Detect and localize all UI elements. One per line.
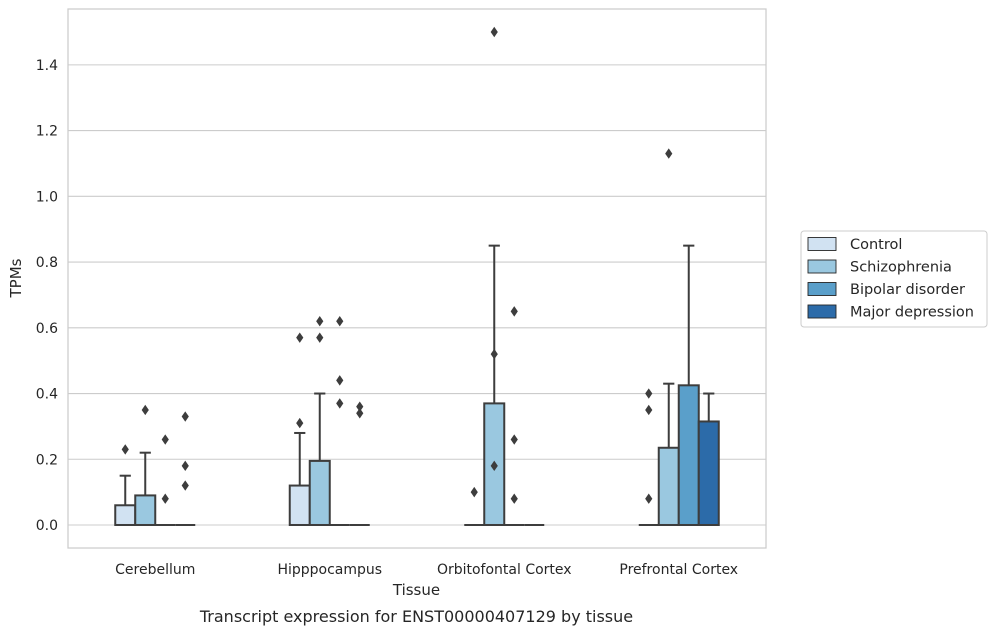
outlier-point [161,434,169,445]
outlier-point [665,148,673,159]
outlier-point [336,375,344,386]
outlier-point [336,398,344,409]
outlier-point [510,434,518,445]
box [308,459,331,526]
box [134,494,157,526]
outlier-point [296,417,304,429]
outlier-point [490,460,498,472]
outlier-point [356,401,364,412]
chart-caption: Transcript expression for ENST0000040712… [199,607,633,626]
outlier-point [316,332,324,343]
outlier-point [645,493,653,504]
box [677,384,700,526]
x-axis-title: Tissue [392,581,440,599]
y-tick-label: 0.8 [36,255,58,271]
outlier-point [316,316,324,327]
box-plot-layer [114,26,720,526]
legend-swatch [807,237,837,251]
x-tick-labels: Cerebellum Hipppocampus Orbitofontal Corte… [115,562,738,578]
outlier-point [181,480,189,491]
y-axis-title: TPMs [7,258,25,298]
legend-swatch [807,259,837,274]
box [114,504,137,526]
outlier-point [181,411,189,422]
y-tick-label: 0.4 [36,387,58,403]
y-tick-label: 1.4 [36,58,58,74]
legend-label: Major depression [850,305,974,321]
legend-label: Bipolar disorder [850,282,965,298]
grid-lines [68,64,766,526]
box [697,420,720,526]
y-tick-labels: 0.0 0.2 0.4 0.6 0.8 1.0 1.2 1.4 [36,58,58,534]
box [288,484,311,526]
legend-swatch [807,304,837,319]
plot-frame [67,8,767,549]
outlier-point [490,26,498,38]
y-tick-label: 0.2 [36,452,58,468]
legend-label: Control [850,237,902,253]
y-tick-label: 1.0 [36,189,58,205]
x-tick-label: Orbitofontal Cortex [437,562,572,578]
legend-swatch [807,282,837,296]
y-tick-label: 0.0 [36,518,58,534]
outlier-point [645,388,653,399]
outlier-point [510,306,518,317]
outlier-point [356,408,364,419]
outlier-point [490,348,498,360]
box [657,446,680,526]
outlier-point [161,493,169,504]
y-tick-label: 0.6 [36,321,58,337]
outlier-point [181,460,189,472]
x-tick-label: Cerebellum [115,562,195,578]
outlier-point [470,486,478,498]
outlier-point [336,316,344,327]
outlier-point [141,404,149,416]
outlier-point [510,493,518,504]
x-tick-label: Hipppocampus [277,562,382,578]
outlier-point [121,444,129,455]
y-tick-label: 1.2 [36,124,58,140]
outlier-point [645,404,653,416]
legend-frame [800,230,988,328]
legend-label: Schizophrenia [850,260,952,276]
outlier-point [296,332,304,343]
legend: Control Schizophrenia Bipolar disorder Majo… [800,230,988,328]
x-tick-label: Prefrontal Cortex [619,562,738,578]
